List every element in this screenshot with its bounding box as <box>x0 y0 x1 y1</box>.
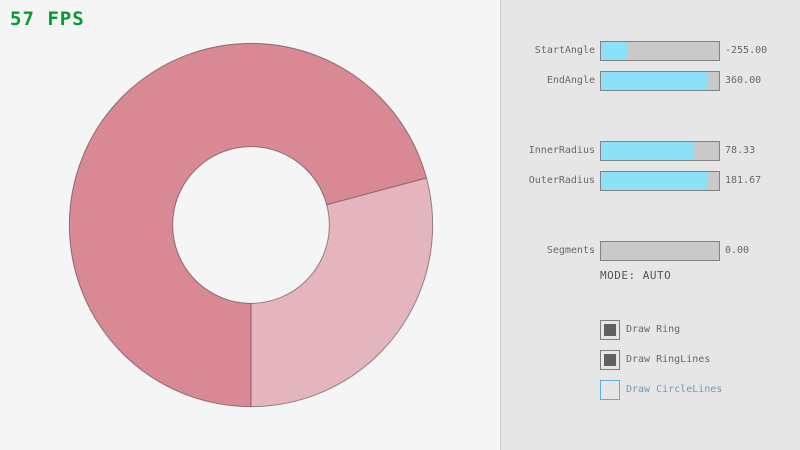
innerradius-slider-fill <box>601 142 694 160</box>
draw-ringlines-label: Draw RingLines <box>626 354 711 365</box>
control-panel: StartAngle -255.00 EndAngle 360.00 Inner… <box>500 0 800 450</box>
segments-slider[interactable] <box>600 241 720 261</box>
ring-overlap-segment <box>69 43 427 407</box>
startangle-slider[interactable] <box>600 41 720 61</box>
ring-outer-line <box>68 42 434 408</box>
outerradius-slider-fill <box>601 172 709 190</box>
endangle-value: 360.00 <box>725 75 762 86</box>
endangle-slider[interactable] <box>600 71 720 91</box>
endangle-label: EndAngle <box>546 75 595 86</box>
innerradius-value: 78.33 <box>725 145 756 156</box>
draw-ring-checkbox[interactable] <box>600 320 620 340</box>
innerradius-row: InnerRadius 78.33 <box>501 141 800 161</box>
draw-ring-checkbox-check <box>604 324 616 336</box>
ring-single-segment <box>251 177 433 407</box>
segments-label: Segments <box>546 245 595 256</box>
ring-inner-line <box>172 146 330 304</box>
startangle-value: -255.00 <box>725 45 768 56</box>
outerradius-slider[interactable] <box>600 171 720 191</box>
endangle-slider-fill <box>601 72 708 90</box>
innerradius-label: InnerRadius <box>528 145 595 156</box>
segments-mode-label: MODE: AUTO <box>600 269 672 282</box>
outerradius-value: 181.67 <box>725 175 762 186</box>
draw-ring-label: Draw Ring <box>626 324 681 335</box>
startangle-slider-fill <box>601 42 627 60</box>
fps-counter: 57 FPS <box>10 8 85 30</box>
outerradius-row: OuterRadius 181.67 <box>501 171 800 191</box>
outerradius-label: OuterRadius <box>528 175 595 186</box>
endangle-row: EndAngle 360.00 <box>501 71 800 91</box>
startangle-row: StartAngle -255.00 <box>501 41 800 61</box>
ring-chart <box>68 42 434 408</box>
draw-circlelines-label: Draw CircleLines <box>626 384 723 395</box>
segments-row: Segments 0.00 <box>501 241 800 261</box>
ring-seam-upper <box>326 177 427 206</box>
draw-circlelines-checkbox[interactable] <box>600 380 620 400</box>
innerradius-slider[interactable] <box>600 141 720 161</box>
startangle-label: StartAngle <box>534 45 595 56</box>
draw-ringlines-checkbox-check <box>604 354 616 366</box>
draw-ringlines-checkbox[interactable] <box>600 350 620 370</box>
segments-value: 0.00 <box>725 245 750 256</box>
